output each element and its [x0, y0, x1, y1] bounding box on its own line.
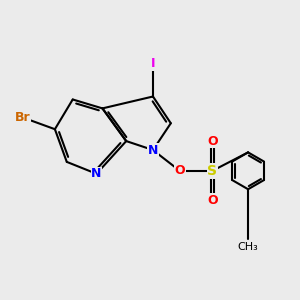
Text: N: N	[91, 167, 102, 180]
Text: I: I	[151, 57, 155, 70]
Text: O: O	[207, 135, 218, 148]
Text: N: N	[148, 143, 158, 157]
Text: O: O	[207, 194, 218, 207]
Text: S: S	[207, 164, 218, 178]
Text: Br: Br	[14, 111, 30, 124]
Text: CH₃: CH₃	[238, 242, 259, 252]
Text: O: O	[174, 164, 185, 177]
